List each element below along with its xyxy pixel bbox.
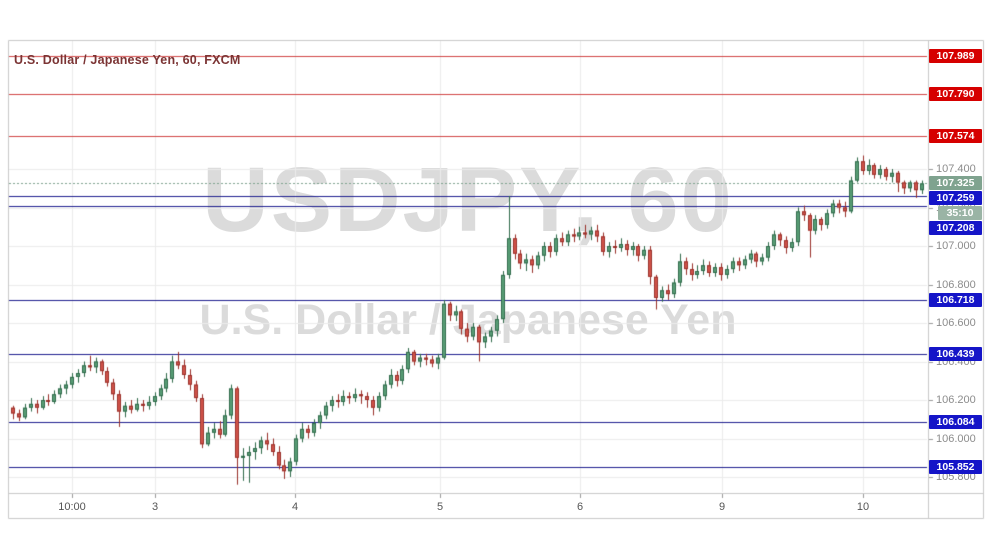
time-axis-label: 4 <box>291 501 299 513</box>
price-axis-tick: 106.200 <box>936 394 976 406</box>
price-axis-tick: 106.800 <box>936 278 976 291</box>
price-axis-tick: 107.400 <box>936 163 976 175</box>
time-axis-label: 9 <box>718 501 726 513</box>
support-level-chip[interactable]: 106.718 <box>929 293 982 308</box>
support-level-chip[interactable]: 106.439 <box>929 346 982 361</box>
time-axis-label: 10 <box>856 501 870 513</box>
resistance-level-chip[interactable]: 107.574 <box>929 128 982 143</box>
time-axis-label: 3 <box>151 501 159 513</box>
support-level-chip[interactable]: 106.084 <box>929 415 982 430</box>
price-axis-tick: 106.000 <box>936 432 976 445</box>
price-axis-tick: 105.800 <box>936 471 976 483</box>
time-axis[interactable] <box>8 493 928 518</box>
support-level-chip[interactable]: 105.852 <box>929 459 982 474</box>
chart-legend-title[interactable]: U.S. Dollar / Japanese Yen, 60, FXCM <box>14 53 241 67</box>
countdown-chip[interactable]: 35:10 <box>938 206 982 221</box>
time-axis-label: 10:00 <box>58 501 86 513</box>
time-axis-label: 5 <box>436 501 444 513</box>
price-axis-tick: 107.000 <box>936 240 976 252</box>
resistance-level-chip[interactable]: 107.989 <box>929 48 982 63</box>
support-level-chip[interactable]: 107.259 <box>929 191 982 206</box>
time-axis-label: 6 <box>576 501 584 513</box>
current-price-chip[interactable]: 107.325 <box>929 176 982 191</box>
support-level-chip[interactable]: 107.208 <box>929 221 982 236</box>
resistance-level-chip[interactable]: 107.790 <box>929 86 982 101</box>
price-axis-tick: 106.600 <box>936 317 976 329</box>
